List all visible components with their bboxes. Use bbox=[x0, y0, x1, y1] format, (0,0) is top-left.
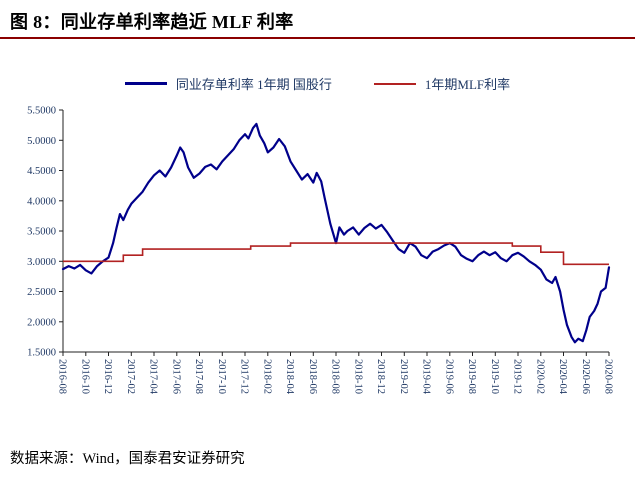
svg-text:2017-02: 2017-02 bbox=[125, 359, 136, 394]
title-underline bbox=[0, 37, 635, 39]
svg-text:2017-04: 2017-04 bbox=[148, 359, 159, 395]
svg-text:2018-06: 2018-06 bbox=[307, 359, 318, 394]
svg-text:2019-10: 2019-10 bbox=[489, 359, 500, 394]
svg-text:2019-02: 2019-02 bbox=[398, 359, 409, 394]
svg-text:2019-12: 2019-12 bbox=[512, 359, 523, 394]
svg-text:2018-10: 2018-10 bbox=[352, 359, 363, 394]
svg-text:2017-06: 2017-06 bbox=[170, 359, 181, 394]
svg-text:4.5000: 4.5000 bbox=[27, 166, 56, 177]
data-source-note: 数据来源：Wind，国泰君安证券研究 bbox=[10, 451, 245, 467]
mlf-line-swatch bbox=[373, 82, 416, 85]
chart-legend: 同业存单利率 1年期 国股行 1年期MLF利率 bbox=[0, 74, 635, 93]
svg-text:3.0000: 3.0000 bbox=[27, 257, 56, 268]
legend-label-ncd: 同业存单利率 1年期 国股行 bbox=[175, 77, 332, 92]
svg-text:2017-12: 2017-12 bbox=[239, 359, 250, 394]
svg-text:2017-10: 2017-10 bbox=[216, 359, 227, 394]
svg-text:2019-08: 2019-08 bbox=[466, 359, 477, 394]
svg-text:2017-08: 2017-08 bbox=[193, 359, 204, 394]
rate-line-chart: 1.5000 2.0000 2.5000 3.0000 3.5000 4.0000 4.50… bbox=[27, 106, 614, 395]
svg-text:2019-04: 2019-04 bbox=[421, 359, 432, 395]
svg-text:2018-02: 2018-02 bbox=[261, 359, 272, 394]
svg-text:3.5000: 3.5000 bbox=[27, 227, 56, 238]
svg-text:1.5000: 1.5000 bbox=[27, 348, 56, 359]
svg-text:2018-12: 2018-12 bbox=[375, 359, 386, 394]
svg-text:2020-02: 2020-02 bbox=[534, 359, 545, 394]
svg-text:2020-04: 2020-04 bbox=[557, 359, 568, 395]
svg-text:2020-08: 2020-08 bbox=[603, 359, 614, 394]
svg-text:2016-08: 2016-08 bbox=[57, 359, 68, 394]
ncd-line-swatch bbox=[124, 82, 167, 85]
svg-text:2018-08: 2018-08 bbox=[330, 359, 341, 394]
svg-text:5.5000: 5.5000 bbox=[27, 106, 56, 117]
svg-text:2.5000: 2.5000 bbox=[27, 287, 56, 298]
svg-text:2019-06: 2019-06 bbox=[443, 359, 454, 394]
legend-item-mlf: 1年期MLF利率 bbox=[373, 74, 511, 93]
svg-text:2016-12: 2016-12 bbox=[102, 359, 113, 394]
svg-text:2016-10: 2016-10 bbox=[79, 359, 90, 394]
svg-text:2.0000: 2.0000 bbox=[27, 317, 56, 328]
svg-text:5.0000: 5.0000 bbox=[27, 136, 56, 147]
legend-label-mlf: 1年期MLF利率 bbox=[424, 77, 511, 92]
svg-text:4.0000: 4.0000 bbox=[27, 196, 56, 207]
legend-item-ncd: 同业存单利率 1年期 国股行 bbox=[124, 74, 332, 93]
svg-text:2020-06: 2020-06 bbox=[580, 359, 591, 394]
svg-text:2018-04: 2018-04 bbox=[284, 359, 295, 395]
figure-title: 图 8：同业存单利率趋近 MLF 利率 bbox=[10, 12, 294, 32]
